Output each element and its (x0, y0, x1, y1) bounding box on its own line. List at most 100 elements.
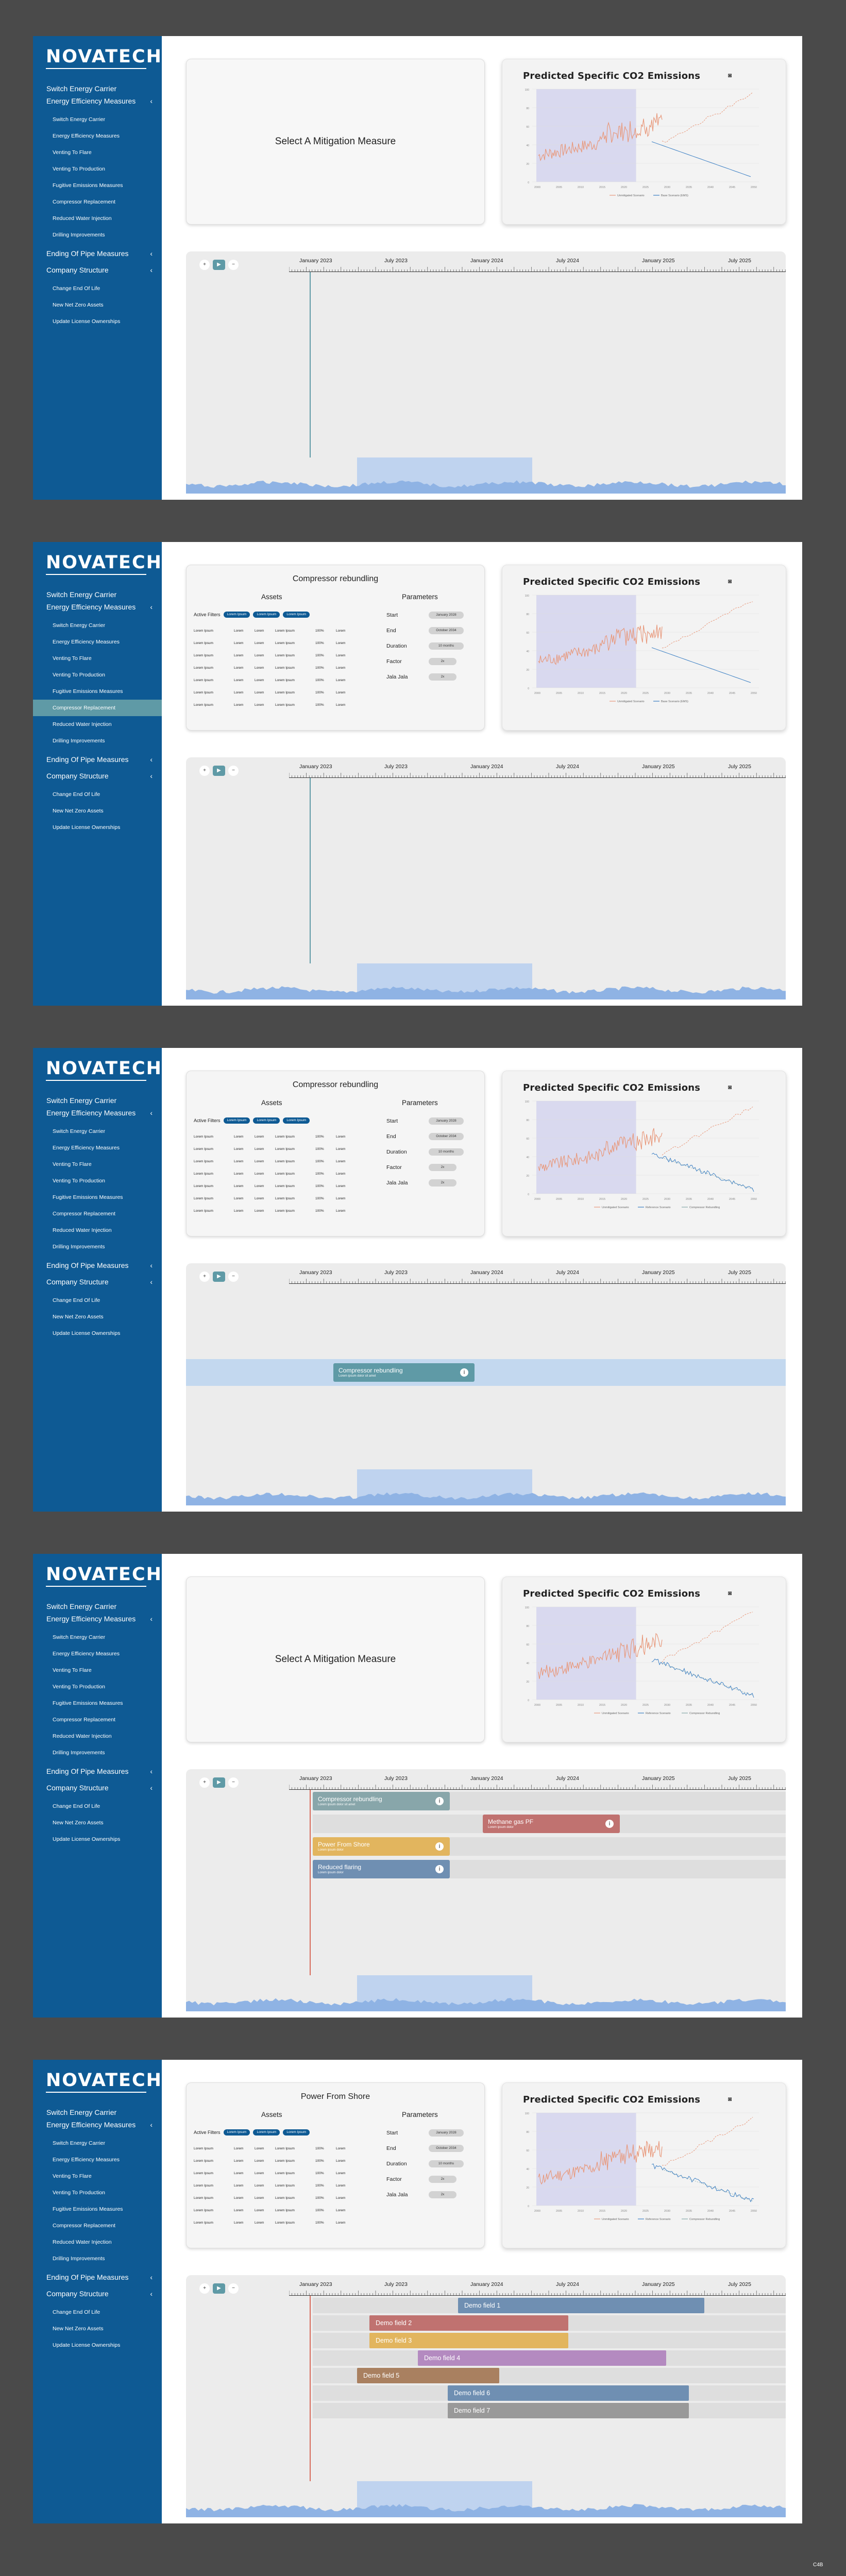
sidebar-item[interactable]: Update License Ownerships (53, 2342, 121, 2348)
sidebar-company-structure[interactable]: Company Structure ‹ (33, 1276, 162, 1288)
zoom-in-button[interactable]: + (199, 1777, 210, 1788)
sidebar-item[interactable]: Energy Efficiency Measures (53, 1651, 120, 1657)
sidebar-item[interactable]: Compressor Replacement (53, 199, 115, 205)
methane-bar[interactable]: Methane gas PF Lorem ipsum dolor i (483, 1815, 620, 1833)
sidebar-item[interactable]: Venting To Flare (53, 1667, 92, 1673)
sidebar-ending-pipe[interactable]: Ending Of Pipe Measures ‹ (33, 1259, 162, 1272)
sidebar-item[interactable]: Compressor Replacement (53, 1717, 115, 1723)
table-row[interactable]: Lorem Ipsum Lorem Lorem Lorem Ipsum 100% Lore… (194, 2192, 357, 2205)
table-row[interactable]: Lorem Ipsum Lorem Lorem Lorem Ipsum 100% Lore… (194, 2180, 357, 2192)
sidebar-item[interactable]: Update License Ownerships (53, 318, 121, 325)
parameter-value[interactable]: 10 months (429, 1148, 464, 1156)
filter-pill[interactable]: Lorem Ipsum (253, 1117, 280, 1124)
sidebar-ending-pipe[interactable]: Ending Of Pipe Measures ‹ (33, 1765, 162, 1777)
table-row[interactable]: Lorem Ipsum Lorem Lorem Lorem Ipsum 100% Lore… (194, 2205, 357, 2217)
sidebar-item[interactable]: Venting To Production (53, 1684, 105, 1690)
sidebar-item[interactable]: Change End Of Life (53, 1297, 100, 1303)
timeline-overview[interactable] (186, 963, 786, 999)
filter-pill[interactable]: Lorem Ipsum (223, 612, 250, 618)
table-row[interactable]: Lorem Ipsum Lorem Lorem Lorem Ipsum 100% Lore… (194, 1156, 357, 1168)
table-row[interactable]: Lorem Ipsum Lorem Lorem Lorem Ipsum 100% Lore… (194, 687, 357, 699)
table-row[interactable]: Lorem Ipsum Lorem Lorem Lorem Ipsum 100% Lore… (194, 662, 357, 674)
parameter-value[interactable]: 2x (429, 673, 456, 681)
sidebar-ending-pipe[interactable]: Ending Of Pipe Measures ‹ (33, 753, 162, 766)
zoom-out-button[interactable]: − (228, 2283, 239, 2294)
zoom-out-button[interactable]: − (228, 1272, 239, 1282)
sidebar-item[interactable]: Venting To Production (53, 1178, 105, 1184)
parameter-value[interactable]: October 2034 (429, 1133, 464, 1140)
table-row[interactable]: Lorem Ipsum Lorem Lorem Lorem Ipsum 100% Lore… (194, 1143, 357, 1156)
sidebar-item[interactable]: Reduced Water Injection (53, 2239, 112, 2245)
filter-pill[interactable]: Lorem Ipsum (253, 2129, 280, 2136)
field-bar[interactable]: Demo field 4 (418, 2350, 666, 2366)
filter-pill[interactable]: Lorem Ipsum (223, 1117, 250, 1124)
zoom-in-button[interactable]: + (199, 1272, 210, 1282)
play-button[interactable]: ▶ (213, 1777, 225, 1788)
sidebar-item[interactable]: New Net Zero Assets (53, 1820, 104, 1826)
camera-icon[interactable]: ◙ (728, 2095, 732, 2103)
sidebar-item[interactable]: New Net Zero Assets (53, 1314, 104, 1320)
table-row[interactable]: Lorem Ipsum Lorem Lorem Lorem Ipsum 100% Lore… (194, 699, 357, 711)
table-row[interactable]: Lorem Ipsum Lorem Lorem Lorem Ipsum 100% Lore… (194, 1180, 357, 1193)
play-button[interactable]: ▶ (213, 260, 225, 270)
field-bar[interactable]: Demo field 7 (448, 2403, 689, 2418)
timeline-overview[interactable] (186, 1469, 786, 1505)
filter-pill[interactable]: Lorem Ipsum (253, 612, 280, 618)
parameter-value[interactable]: January 2028 (429, 1117, 464, 1125)
sidebar-item[interactable]: Fugitive Emissions Measures (53, 1700, 123, 1706)
filter-pill[interactable]: Lorem Ipsum (283, 2129, 310, 2136)
filter-pill[interactable]: Lorem Ipsum (223, 2129, 250, 2136)
parameter-value[interactable]: 2x (429, 1179, 456, 1187)
sidebar-company-structure[interactable]: Company Structure ‹ (33, 264, 162, 276)
sidebar-switch-energy[interactable]: Switch Energy Carrier (46, 2108, 117, 2116)
sidebar-energy-efficiency[interactable]: Energy Efficiency Measures ‹ (33, 95, 162, 107)
filter-pill[interactable]: Lorem Ipsum (283, 612, 310, 618)
sidebar-ending-pipe[interactable]: Ending Of Pipe Measures ‹ (33, 2271, 162, 2283)
sidebar-company-structure[interactable]: Company Structure ‹ (33, 1782, 162, 1794)
zoom-in-button[interactable]: + (199, 766, 210, 776)
sidebar-item[interactable]: Drilling Improvements (53, 1750, 105, 1756)
parameter-value[interactable]: January 2028 (429, 2129, 464, 2137)
info-icon[interactable]: i (460, 1368, 468, 1377)
camera-icon[interactable]: ◙ (728, 578, 732, 585)
zoom-in-button[interactable]: + (199, 260, 210, 270)
parameter-value[interactable]: 2x (429, 2191, 456, 2198)
play-button[interactable]: ▶ (213, 1272, 225, 1282)
table-row[interactable]: Lorem Ipsum Lorem Lorem Lorem Ipsum 100% Lore… (194, 625, 357, 637)
parameter-value[interactable]: 10 months (429, 2160, 464, 2167)
sidebar-energy-efficiency[interactable]: Energy Efficiency Measures ‹ (33, 601, 162, 613)
flaring-bar[interactable]: Reduced flaring Lorem ipsum dolor i (313, 1860, 450, 1878)
sidebar-item[interactable]: Change End Of Life (53, 285, 100, 292)
info-icon[interactable]: i (435, 1842, 444, 1851)
sidebar-item[interactable]: Fugitive Emissions Measures (53, 2206, 123, 2212)
sidebar-item[interactable]: New Net Zero Assets (53, 808, 104, 814)
camera-icon[interactable]: ◙ (728, 72, 732, 79)
table-row[interactable]: Lorem Ipsum Lorem Lorem Lorem Ipsum 100% Lore… (194, 2167, 357, 2180)
sidebar-item[interactable]: Venting To Flare (53, 655, 92, 662)
sidebar-item[interactable]: Fugitive Emissions Measures (53, 688, 123, 694)
camera-icon[interactable]: ◙ (728, 1589, 732, 1597)
table-row[interactable]: Lorem Ipsum Lorem Lorem Lorem Ipsum 100% Lore… (194, 2217, 357, 2229)
sidebar-item[interactable]: New Net Zero Assets (53, 2326, 104, 2332)
sidebar-ending-pipe[interactable]: Ending Of Pipe Measures ‹ (33, 247, 162, 260)
table-row[interactable]: Lorem Ipsum Lorem Lorem Lorem Ipsum 100% Lore… (194, 2155, 357, 2167)
sidebar-item[interactable]: Switch Energy Carrier (53, 116, 106, 123)
sidebar-item[interactable]: Switch Energy Carrier (53, 622, 106, 629)
field-bar[interactable]: Demo field 6 (448, 2385, 689, 2401)
sidebar-switch-energy[interactable]: Switch Energy Carrier (46, 84, 117, 93)
parameter-value[interactable]: 2x (429, 658, 456, 665)
table-row[interactable]: Lorem Ipsum Lorem Lorem Lorem Ipsum 100% Lore… (194, 1193, 357, 1205)
sidebar-item[interactable]: Venting To Production (53, 166, 105, 172)
sidebar-item[interactable]: Compressor Replacement (33, 700, 162, 716)
sidebar-item[interactable]: Venting To Flare (53, 2173, 92, 2179)
sidebar-company-structure[interactable]: Company Structure ‹ (33, 770, 162, 782)
rebundling-bar[interactable]: Compressor rebundling Lorem ipsum dolor s… (333, 1363, 475, 1382)
field-bar[interactable]: Demo field 1 (458, 2298, 704, 2313)
play-button[interactable]: ▶ (213, 2283, 225, 2294)
table-row[interactable]: Lorem Ipsum Lorem Lorem Lorem Ipsum 100% Lore… (194, 674, 357, 687)
camera-icon[interactable]: ◙ (728, 1083, 732, 1091)
info-icon[interactable]: i (605, 1820, 614, 1828)
sidebar-energy-efficiency[interactable]: Energy Efficiency Measures ‹ (33, 2119, 162, 2131)
sidebar-item[interactable]: Reduced Water Injection (53, 721, 112, 727)
sidebar-energy-efficiency[interactable]: Energy Efficiency Measures ‹ (33, 1613, 162, 1625)
